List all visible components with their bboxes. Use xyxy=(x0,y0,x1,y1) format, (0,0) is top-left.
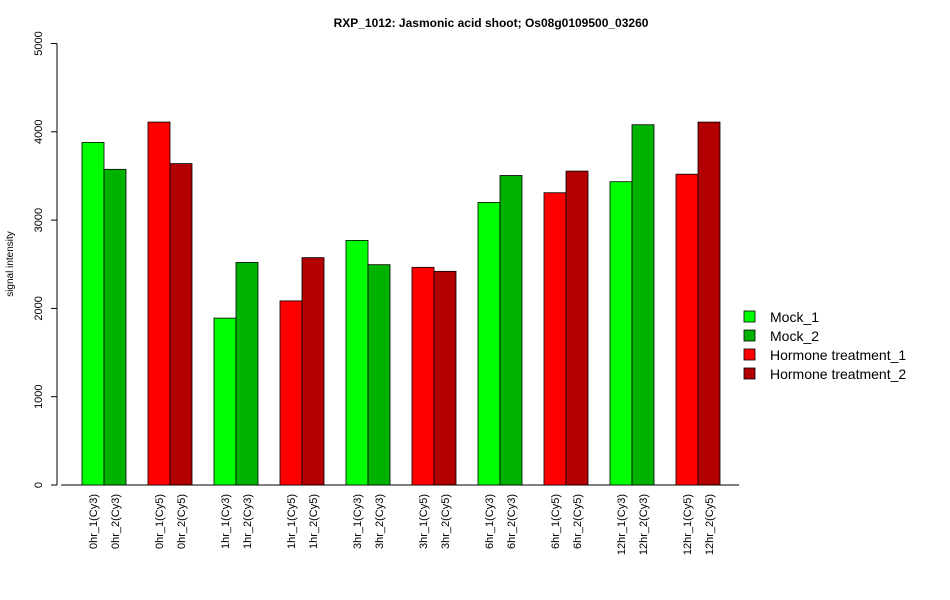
y-axis: 0 1000 2000 3000 4000 5000 xyxy=(33,31,58,488)
y-tick-label: 1000 xyxy=(33,384,45,408)
legend-swatch xyxy=(743,367,756,380)
x-tick-label: 3hr_1(Cy5) xyxy=(418,494,430,549)
bar xyxy=(609,181,633,486)
y-tick-label: 0 xyxy=(33,482,45,488)
y-tick-label: 2000 xyxy=(33,296,45,320)
bar xyxy=(631,124,655,486)
bar xyxy=(235,262,259,486)
x-tick-label: 12hr_1(Cy3) xyxy=(616,494,628,555)
x-tick-label: 1hr_1(Cy3) xyxy=(220,494,232,549)
y-tick-label: 5000 xyxy=(33,31,45,55)
x-tick-label: 3hr_1(Cy3) xyxy=(352,494,364,549)
bar xyxy=(81,141,105,486)
x-tick-label: 12hr_2(Cy3) xyxy=(638,494,650,555)
x-tick-label: 1hr_2(Cy5) xyxy=(308,494,320,549)
chart-title: RXP_1012: Jasmonic acid shoot; Os08g0109… xyxy=(334,16,649,30)
bar xyxy=(433,270,457,486)
legend-swatch xyxy=(743,329,756,342)
legend: Mock_1 Mock_2 Hormone treatment_1 Hormone t… xyxy=(743,309,906,382)
bar xyxy=(477,202,501,486)
plot-area: 0hr_1(Cy3) 0hr_2(Cy3) 0hr_1(Cy5) 0hr_2(Cy5)… xyxy=(61,121,739,555)
bar xyxy=(499,175,523,486)
x-tick-label: 6hr_2(Cy5) xyxy=(572,494,584,549)
legend-swatch xyxy=(743,310,756,323)
legend-label: Hormone treatment_1 xyxy=(770,347,906,363)
bar xyxy=(169,163,193,486)
bar xyxy=(565,170,589,486)
x-tick-label: 12hr_2(Cy5) xyxy=(704,494,716,555)
bar xyxy=(147,121,171,486)
legend-label: Mock_1 xyxy=(770,309,819,325)
bar xyxy=(103,168,127,486)
y-tick-label: 4000 xyxy=(33,120,45,144)
bar xyxy=(301,257,325,486)
legend-swatch xyxy=(743,348,756,361)
y-axis-label: signal intensity xyxy=(5,231,16,297)
bar xyxy=(675,173,699,486)
x-tick-label: 1hr_2(Cy3) xyxy=(242,494,254,549)
x-tick-label: 6hr_1(Cy3) xyxy=(484,494,496,549)
legend-label: Hormone treatment_2 xyxy=(770,366,906,382)
x-tick-label: 1hr_1(Cy5) xyxy=(286,494,298,549)
legend-label: Mock_2 xyxy=(770,328,819,344)
x-tick-label: 0hr_1(Cy3) xyxy=(88,494,100,549)
bar xyxy=(345,240,369,486)
x-tick-label: 3hr_2(Cy3) xyxy=(374,494,386,549)
x-tick-label: 0hr_1(Cy5) xyxy=(154,494,166,549)
bar xyxy=(697,121,721,486)
x-tick-label: 0hr_2(Cy3) xyxy=(110,494,122,549)
bar xyxy=(411,266,435,486)
x-tick-label: 6hr_2(Cy3) xyxy=(506,494,518,549)
bar xyxy=(279,300,303,486)
bar xyxy=(543,192,567,486)
bar xyxy=(367,264,391,486)
x-tick-label: 3hr_2(Cy5) xyxy=(440,494,452,549)
x-tick-label: 0hr_2(Cy5) xyxy=(176,494,188,549)
bar xyxy=(213,317,237,486)
x-tick-label: 12hr_1(Cy5) xyxy=(682,494,694,555)
y-tick-label: 3000 xyxy=(33,208,45,232)
x-tick-label: 6hr_1(Cy5) xyxy=(550,494,562,549)
